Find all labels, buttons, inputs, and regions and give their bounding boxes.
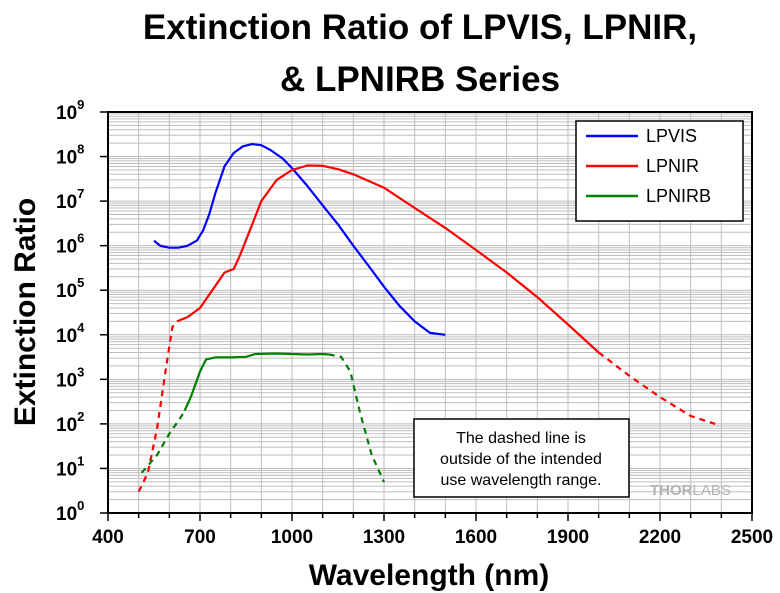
series-line-lpnirb-dashed [140,409,186,474]
series-lpnirb [140,352,386,483]
x-tick-label: 1600 [455,527,497,548]
series-line-lpnir-dashed [137,320,178,493]
thorlabs-watermark: THORLABS [650,482,731,499]
range-note-box [413,418,630,498]
y-tick-base: 10 [56,415,77,436]
y-tick-base: 10 [56,281,77,302]
legend-label-lpnirb: LPNIRB [646,186,711,206]
y-tick-label: 103 [56,364,84,391]
y-tick-exponent: 1 [77,453,84,468]
y-tick-base: 10 [56,459,77,480]
chart-title-line-2: & LPNIRB Series [280,60,560,99]
x-tick-label: 400 [92,527,124,548]
series-layer [137,143,716,493]
y-tick-label: 104 [56,320,85,347]
y-tick-label: 108 [56,142,84,169]
y-tick-base: 10 [56,192,77,213]
series-line-lpnir-dashed [598,351,716,425]
y-tick-exponent: 0 [77,498,84,513]
series-line-lpnirb-solid [183,352,329,411]
range-note-line: use wavelength range. [441,472,602,489]
range-note-line: outside of the intended [440,451,602,468]
watermark-part-2: LABS [693,482,731,499]
y-tick-exponent: 3 [77,364,84,379]
y-tick-exponent: 5 [77,275,84,290]
x-tick-label: 2500 [731,527,773,548]
plot-frame [107,111,753,514]
y-tick-exponent: 2 [77,409,84,424]
y-tick-label: 105 [56,275,84,302]
y-tick-label: 107 [56,186,84,213]
y-tick-base: 10 [56,148,77,169]
x-tick-label: 1900 [547,527,589,548]
y-tick-label: 101 [56,453,84,480]
y-tick-exponent: 8 [77,142,84,157]
y-tick-label: 102 [56,409,84,436]
legend-label-lpvis: LPVIS [646,126,697,146]
y-tick-base: 10 [56,326,77,347]
legend-label-lpnir: LPNIR [646,156,699,176]
x-tick-label: 700 [184,527,216,548]
series-line-lpnir-solid [176,164,600,354]
y-tick-base: 10 [56,370,77,391]
y-axis-title: Extinction Ratio [9,198,42,426]
x-axis: 400 700 1000 1300 1600 1900 2200 2500 [92,513,773,548]
y-tick-base: 10 [56,504,77,525]
y-tick-exponent: 9 [77,97,84,112]
y-tick-exponent: 7 [77,186,84,201]
y-tick-base: 10 [56,103,77,124]
range-note-line: The dashed line is [456,430,586,447]
watermark-part-1: THOR [650,482,693,499]
x-axis-title: Wavelength (nm) [309,559,550,592]
legend-box [575,120,744,222]
x-tick-label: 1300 [363,527,405,548]
series-lpvis [153,143,446,336]
series-line-lpnirb-dashed [328,353,386,483]
x-tick-label: 2200 [639,527,681,548]
legend: LPVIS LPNIR LPNIRB [575,120,744,222]
y-tick-label: 109 [56,97,84,124]
series-lpnir [137,164,716,493]
y-tick-base: 10 [56,237,77,258]
watermark-text: THORLABS [650,482,731,499]
series-line-lpvis-solid [153,143,446,336]
y-tick-label: 100 [56,498,84,525]
y-tick-exponent: 4 [77,320,85,335]
y-tick-exponent: 6 [77,231,84,246]
x-tick-label: 1000 [271,527,313,548]
range-note: The dashed line is outside of the intende… [413,418,630,498]
y-tick-label: 106 [56,231,84,258]
chart-title-line-1: Extinction Ratio of LPVIS, LPNIR, [143,8,697,47]
